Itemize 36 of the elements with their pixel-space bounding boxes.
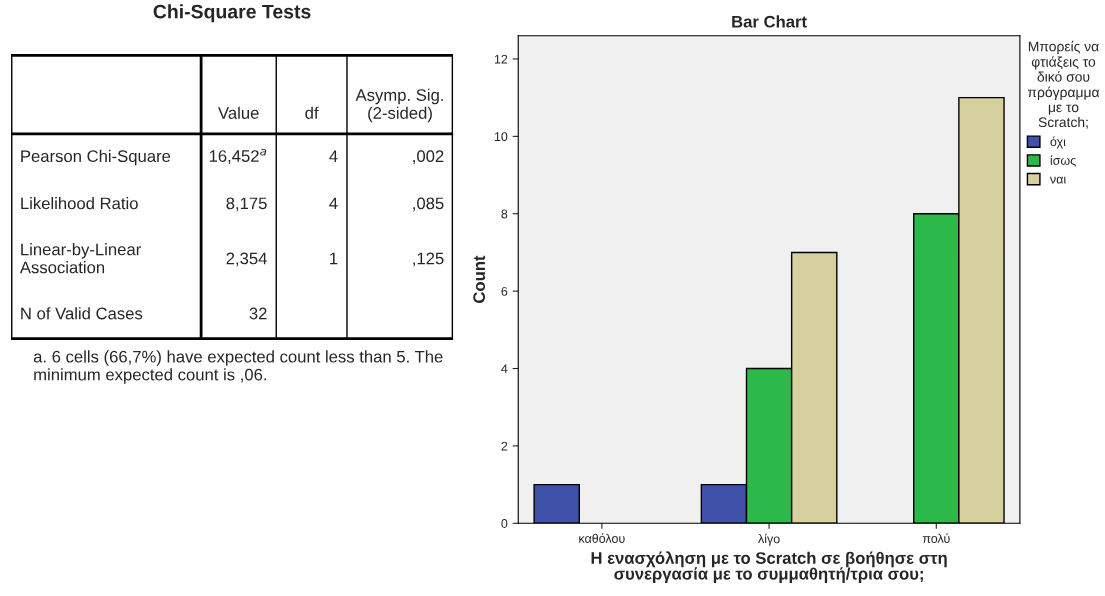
text: df [305,106,319,119]
x-tick-label: καθόλου [579,533,625,543]
x-axis-title: Η ενασχόληση με το Scratch σε βοήθησε στη συνεργασία με το συμμαθητή/τρια σου; [591,551,947,583]
legend-label: όχι [1050,136,1066,149]
text: Chi-Square Tests [153,4,311,23]
y-tick-label: 4 [501,364,508,374]
y-tick-label: 8 [501,209,508,219]
text: 4 [329,150,338,162]
y-tick-label: 12 [494,54,508,64]
text: ,125 [413,252,444,267]
chart-title: Bar Chart [732,15,807,28]
text: 32 [249,307,267,320]
text: Value [218,106,259,119]
y-tick-label: 0 [501,519,508,528]
legend-title: Μπορείς να φτιάξεις το δικό σου πρόγραμμα με το Scratch; [1027,40,1100,129]
text: 8,175 [226,197,267,212]
x-tick-label: πολύ [922,533,950,543]
text: 2,354 [226,252,267,267]
text: Likelihood Ratio [21,197,138,210]
text: ,085 [413,197,444,212]
y-axis-title: Count [473,255,486,303]
text: Linear-by-Linear Association [19,243,141,274]
text: N of Valid Cases [21,307,143,320]
text: 16,452$^{a}$ [209,148,267,164]
legend-label: ίσως [1050,155,1076,167]
y-tick-label: 6 [501,286,508,296]
legend-label: ναι [1049,176,1066,184]
x-tick-label: λίγο [758,533,780,546]
text: 4 [329,197,338,210]
text: a. 6 cells (66,7%) have expected count less than 5. The minimum expected count is ,06. [33,350,443,384]
y-tick-label: 2 [501,441,508,451]
text: 1 [330,252,338,265]
y-tick-label: 10 [494,132,508,142]
text: ,002 [413,150,444,165]
text: Asymp. Sig. (2-sided) [355,88,443,123]
text: Pearson Chi-Square [21,149,171,166]
